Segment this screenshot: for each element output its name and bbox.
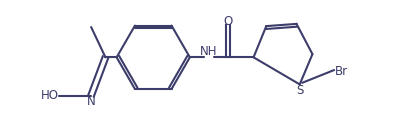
Text: Br: Br bbox=[334, 65, 347, 78]
Text: HO: HO bbox=[41, 89, 59, 102]
Text: N: N bbox=[87, 95, 95, 108]
Text: O: O bbox=[223, 15, 232, 28]
Text: S: S bbox=[295, 84, 303, 97]
Text: NH: NH bbox=[200, 45, 217, 58]
